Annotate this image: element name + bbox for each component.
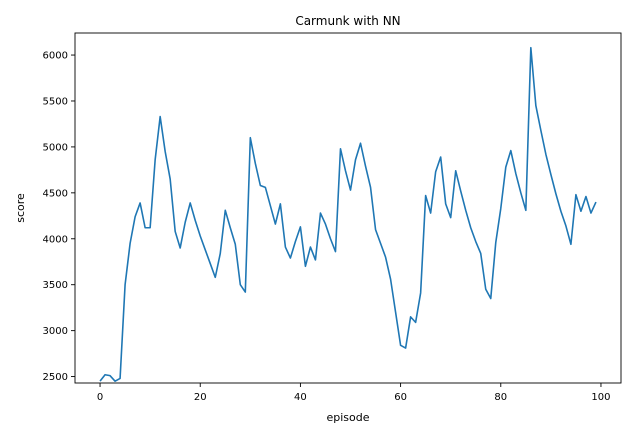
y-tick-label: 4500 xyxy=(43,188,68,199)
x-tick-label: 0 xyxy=(97,392,103,403)
y-tick-label: 5000 xyxy=(43,142,68,153)
y-axis-label: score xyxy=(14,193,27,223)
y-tick-label: 2500 xyxy=(43,372,68,383)
score-line xyxy=(99,46,597,382)
chart-title: Carmunk with NN xyxy=(295,14,400,28)
y-tick-label: 5500 xyxy=(43,96,68,107)
axes-frame xyxy=(74,32,622,384)
y-tick-label: 4000 xyxy=(43,234,68,245)
x-tick-label: 40 xyxy=(294,392,307,403)
x-tick-label: 100 xyxy=(591,392,610,403)
plot-area: 0 20 40 60 80 100 2500 3000 3500 4000 4500 5000 550… xyxy=(43,32,622,403)
x-axis-ticks: 0 20 40 60 80 100 xyxy=(97,383,611,403)
x-tick-label: 60 xyxy=(394,392,407,403)
y-tick-label: 3500 xyxy=(43,280,68,291)
y-tick-label: 3000 xyxy=(43,326,68,337)
y-axis-ticks: 2500 3000 3500 4000 4500 5000 5500 6000 xyxy=(43,51,75,383)
x-tick-label: 20 xyxy=(194,392,207,403)
x-axis-label: episode xyxy=(326,411,369,424)
x-tick-label: 80 xyxy=(494,392,507,403)
y-tick-label: 6000 xyxy=(43,51,68,62)
